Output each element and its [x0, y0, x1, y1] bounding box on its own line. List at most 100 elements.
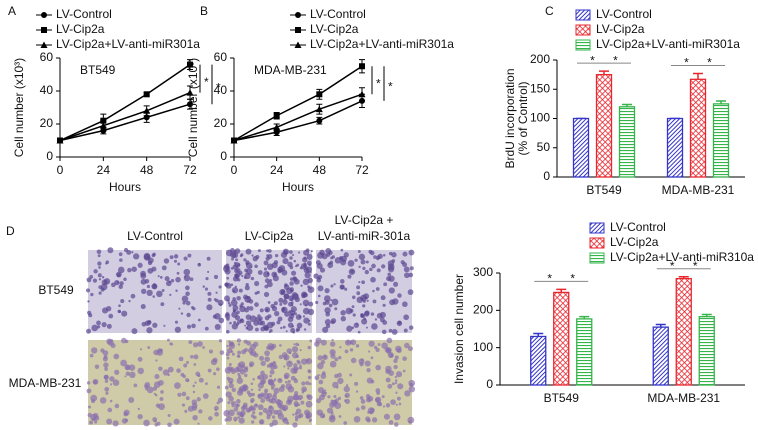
cell [214, 408, 218, 412]
series-line [59, 63, 191, 142]
cell [233, 320, 237, 325]
cell [388, 420, 394, 425]
cell [257, 404, 264, 411]
cell [279, 302, 283, 306]
cell [284, 283, 288, 287]
annotation: * [707, 56, 712, 70]
legend-swatch [589, 252, 605, 264]
cell [372, 299, 377, 304]
cell [226, 276, 230, 280]
cell [351, 305, 355, 309]
cell [382, 405, 386, 408]
cell [317, 294, 321, 298]
cell [237, 350, 242, 355]
cell [356, 285, 361, 290]
cell [330, 318, 337, 324]
cell [114, 369, 120, 375]
cell [281, 307, 286, 312]
annotation: * [376, 76, 381, 90]
cell [340, 310, 346, 316]
cell [396, 320, 403, 327]
cell [309, 339, 313, 343]
cell [289, 277, 294, 281]
cell [359, 362, 364, 367]
cell [306, 260, 312, 266]
legend-swatch [575, 24, 591, 36]
cell [350, 357, 357, 364]
cell [271, 321, 276, 326]
cell [173, 259, 178, 263]
cell [293, 343, 296, 346]
cell [252, 411, 256, 415]
cell [217, 299, 224, 306]
cell [237, 416, 241, 419]
cell [359, 396, 364, 400]
cell [308, 319, 311, 322]
point [143, 91, 150, 98]
series-line [233, 65, 363, 142]
point [99, 122, 107, 129]
cell [133, 383, 138, 388]
cell [146, 386, 154, 394]
cell [229, 321, 232, 325]
legend-label: LV-Control [610, 220, 666, 234]
cell [235, 258, 239, 262]
cell [304, 272, 311, 279]
cell [236, 338, 241, 343]
cell [307, 322, 311, 326]
cell [355, 407, 360, 412]
cell [308, 301, 314, 307]
cell [237, 343, 241, 346]
cell [175, 289, 178, 293]
cell [180, 312, 184, 315]
cell [245, 283, 249, 287]
cell [98, 278, 102, 281]
cell [255, 316, 260, 322]
cell [404, 272, 410, 279]
cell [183, 363, 188, 368]
cell [151, 253, 156, 258]
cell [322, 326, 329, 333]
cell [310, 250, 313, 253]
cell [131, 251, 134, 254]
cell [299, 303, 302, 306]
cell [291, 254, 295, 257]
cell [309, 287, 312, 290]
cell [260, 398, 266, 403]
cell [409, 266, 414, 271]
cell [124, 375, 127, 378]
cell [257, 382, 264, 389]
cell [208, 349, 214, 354]
cell [376, 268, 381, 273]
cell [282, 417, 289, 424]
cell [213, 298, 217, 301]
cell [167, 414, 171, 418]
cell [186, 379, 190, 382]
legend-label: LV-Cip2a [596, 22, 645, 36]
cell [268, 345, 275, 351]
cell [357, 330, 361, 334]
cell [331, 338, 334, 342]
cell [260, 320, 266, 326]
cell [266, 281, 273, 288]
cell [328, 303, 333, 308]
cell [299, 349, 302, 352]
cell [103, 362, 109, 368]
point [358, 90, 366, 98]
point [187, 61, 193, 68]
cell [257, 270, 263, 275]
cell [391, 252, 397, 258]
cell [235, 404, 239, 408]
cell [330, 299, 333, 302]
cell [367, 395, 374, 402]
cell [382, 303, 386, 307]
cell [181, 391, 187, 397]
cell [263, 267, 268, 271]
cell [186, 361, 189, 364]
cell [338, 355, 342, 360]
cell [324, 391, 328, 395]
cell [302, 278, 310, 286]
cell [317, 362, 324, 370]
cell [362, 266, 366, 271]
cell [278, 265, 286, 272]
